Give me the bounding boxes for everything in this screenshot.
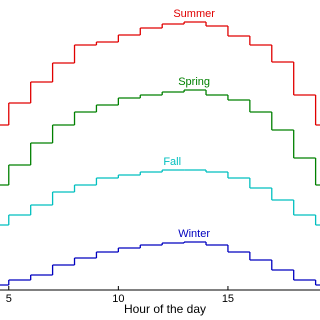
series-label: Spring xyxy=(178,76,210,88)
x-axis-label: Hour of the day xyxy=(124,302,206,316)
series-label: Summer xyxy=(173,8,215,20)
x-tick-label: 10 xyxy=(112,293,124,305)
series-label: Winter xyxy=(178,228,210,240)
x-tick-label: 5 xyxy=(6,293,12,305)
x-tick-label: 15 xyxy=(222,293,234,305)
series-label: Fall xyxy=(163,156,181,168)
